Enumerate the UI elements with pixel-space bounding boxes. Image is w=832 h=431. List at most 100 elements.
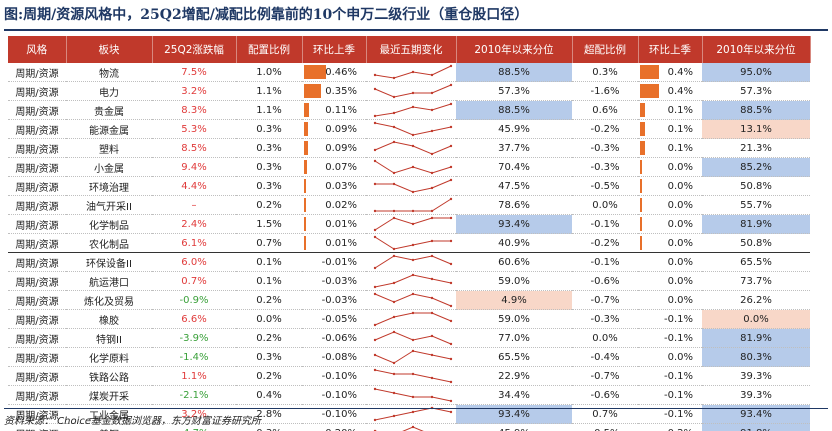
- sparkline-point: [411, 70, 415, 74]
- cell-allocation-qoq-bar: [304, 122, 308, 136]
- cell-allocation-percentile: 4.9%: [456, 290, 572, 310]
- sparkline: [373, 140, 453, 156]
- sparkline-point: [449, 178, 453, 182]
- header-five-period-trend: 最近五期变化: [366, 36, 457, 63]
- cell-sector: 环境治理: [66, 176, 152, 196]
- sparkline-point: [392, 330, 396, 334]
- cell-overweight-qoq-bar: [640, 160, 642, 174]
- cell-allocation-qoq-label: 0.35%: [325, 85, 357, 97]
- cell-allocation-percentile: 70.4%: [456, 157, 572, 177]
- sparkline-line: [374, 122, 452, 136]
- cell-q2-change: -2.1%: [152, 385, 236, 405]
- cell-q2-change: 4.4%: [152, 176, 236, 196]
- sparkline-point: [392, 209, 396, 213]
- cell-overweight-qoq: 0.0%: [638, 252, 702, 272]
- sparkline-point: [373, 87, 377, 91]
- cell-overweight-percentile: 57.3%: [702, 81, 810, 101]
- sparkline-point: [411, 258, 415, 262]
- cell-allocation-percentile: 37.7%: [456, 138, 572, 158]
- sparkline-point: [430, 311, 434, 315]
- cell-overweight-qoq-label: 0.4%: [667, 66, 693, 78]
- cell-overweight-percentile: 21.3%: [702, 138, 810, 158]
- cell-sector: 航运港口: [66, 271, 152, 291]
- sparkline-point: [373, 209, 377, 213]
- cell-overweight-qoq-label: 0.0%: [667, 256, 693, 268]
- sparkline-point: [373, 159, 377, 163]
- sparkline: [373, 349, 453, 365]
- cell-allocation: 0.3%: [236, 138, 302, 158]
- cell-overweight-qoq-label: 0.1%: [667, 142, 693, 154]
- sparkline-point: [430, 152, 434, 156]
- sparkline-line: [374, 274, 452, 288]
- cell-overweight-qoq: 0.0%: [638, 195, 702, 215]
- cell-sector: 普钢: [66, 423, 152, 431]
- cell-overweight-qoq-label: 0.1%: [667, 104, 693, 116]
- cell-overweight-qoq-label: -0.2%: [641, 428, 699, 431]
- cell-style: 周期/资源: [8, 233, 66, 253]
- sparkline-point: [411, 243, 415, 247]
- cell-overweight-qoq: -0.1%: [638, 309, 702, 329]
- cell-q2-change: 8.3%: [152, 100, 236, 120]
- cell-allocation-qoq-label: 0.02%: [325, 199, 357, 211]
- cell-allocation-qoq: -0.01%: [302, 252, 366, 272]
- cell-allocation-percentile: 47.5%: [456, 176, 572, 196]
- cell-allocation: 0.0%: [236, 309, 302, 329]
- cell-allocation-qoq: 0.02%: [302, 195, 366, 215]
- sparkline-point: [449, 380, 453, 384]
- cell-q2-change: 8.5%: [152, 138, 236, 158]
- cell-sector: 环保设备II: [66, 252, 152, 272]
- cell-q2-change: 6.6%: [152, 309, 236, 329]
- sparkline-point: [449, 319, 453, 323]
- cell-allocation-qoq-bar: [304, 141, 308, 155]
- cell-five-period-trend: [366, 63, 456, 82]
- cell-sector: 化学原料: [66, 347, 152, 367]
- cell-allocation-qoq: 0.01%: [302, 214, 366, 234]
- cell-style: 周期/资源: [8, 100, 66, 120]
- sparkline-point: [373, 387, 377, 391]
- sparkline-point: [449, 342, 453, 346]
- sparkline-point: [449, 216, 453, 220]
- cell-allocation: 0.2%: [236, 366, 302, 386]
- sparkline-point: [411, 190, 415, 194]
- cell-allocation-qoq-label: 0.07%: [325, 161, 357, 173]
- cell-overweight: -0.3%: [572, 157, 638, 177]
- cell-style: 周期/资源: [8, 81, 66, 101]
- sparkline-point: [373, 292, 377, 296]
- sparkline-line: [374, 350, 452, 364]
- sparkline-point: [392, 76, 396, 80]
- cell-five-period-trend: [366, 176, 456, 196]
- cell-allocation-qoq-bar: [304, 103, 309, 117]
- sparkline-line: [374, 331, 452, 345]
- cell-allocation-percentile: 93.4%: [456, 404, 572, 424]
- cell-allocation: 2.8%: [236, 404, 302, 424]
- cell-overweight-qoq: -0.1%: [638, 366, 702, 386]
- cell-allocation: 0.1%: [236, 271, 302, 291]
- sparkline-point: [411, 349, 415, 353]
- cell-overweight-qoq: 0.4%: [638, 63, 702, 82]
- sparkline-point: [430, 216, 434, 220]
- cell-allocation: 0.3%: [236, 347, 302, 367]
- sparkline-point: [411, 395, 415, 399]
- cell-overweight: -0.1%: [572, 252, 638, 272]
- cell-allocation-qoq: 0.01%: [302, 233, 366, 253]
- cell-overweight: -0.6%: [572, 271, 638, 291]
- sparkline-point: [430, 395, 434, 399]
- cell-q2-change: -4.7%: [152, 423, 236, 431]
- cell-overweight: -0.3%: [572, 138, 638, 158]
- cell-overweight-qoq-bar: [640, 84, 659, 98]
- sparkline: [373, 387, 453, 403]
- header-sector: 板块: [66, 36, 153, 63]
- cell-allocation-qoq: 0.09%: [302, 138, 366, 158]
- cell-sector: 电力: [66, 81, 152, 101]
- sparkline-point: [411, 222, 415, 226]
- cell-allocation-qoq-bar: [304, 236, 306, 250]
- sparkline-point: [373, 368, 377, 372]
- sparkline-point: [430, 376, 434, 380]
- cell-allocation: 0.7%: [236, 233, 302, 253]
- sparkline-point: [411, 209, 415, 213]
- cell-overweight: -0.7%: [572, 366, 638, 386]
- cell-sector: 铁路公路: [66, 366, 152, 386]
- cell-overweight-percentile: 39.3%: [702, 366, 810, 386]
- cell-allocation-qoq: 0.09%: [302, 119, 366, 139]
- cell-overweight-percentile: 65.5%: [702, 252, 810, 272]
